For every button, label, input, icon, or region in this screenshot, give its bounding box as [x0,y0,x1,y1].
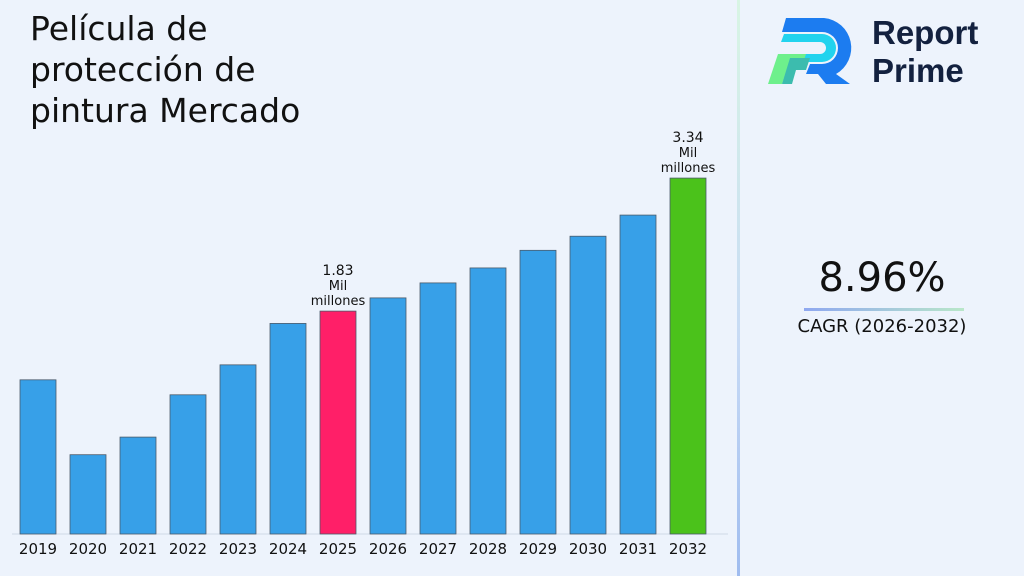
bar-2020 [69,454,107,535]
bar-2022 [169,394,207,535]
x-tick-2032: 2032 [669,540,707,558]
x-tick-2026: 2026 [369,540,407,558]
x-tick-2028: 2028 [469,540,507,558]
bar-2032 [669,177,707,535]
bar-2028 [469,267,507,535]
x-tick-2029: 2029 [519,540,557,558]
x-tick-2019: 2019 [19,540,57,558]
bar-2030 [569,235,607,535]
bar-2027 [419,282,457,535]
data-label-2032: Mil [679,146,697,161]
data-label-2025: Mil [329,279,347,294]
data-label-2025: millones [311,294,366,309]
report-prime-logo-icon [768,18,852,84]
brand-line-2: Prime [872,52,964,89]
x-tick-2022: 2022 [169,540,207,558]
bar-2026 [369,297,407,535]
data-label-2032: millones [661,161,716,176]
bar-2023 [219,364,257,535]
data-label-2032: 3.34 [672,130,703,146]
bar-2024 [269,323,307,535]
bar-2029 [519,249,557,535]
x-tick-2030: 2030 [569,540,607,558]
cagr-label: CAGR (2026-2032) [797,316,967,337]
data-label-2025: 1.83 [322,263,353,279]
bar-chart: 2019 2020 2021 2022 2023 2024 2025 2026 2027 2028… [12,130,728,558]
x-tick-2024: 2024 [269,540,307,558]
x-tick-2023: 2023 [219,540,257,558]
brand-name: Report Prime [872,14,978,90]
cagr-underline [804,308,964,311]
divider [737,0,740,576]
bar-2031 [619,214,657,535]
x-tick-2020: 2020 [69,540,107,558]
bar-2019 [19,379,57,535]
x-tick-2025: 2025 [319,540,357,558]
x-tick-2031: 2031 [619,540,657,558]
brand-line-1: Report [872,14,979,51]
x-tick-2021: 2021 [119,540,157,558]
bar-2021 [119,436,157,535]
cagr-value: 8.96% [818,255,946,301]
bar-2025 [319,310,357,535]
chart-title: Película de protección de pintura Mercad… [30,9,301,130]
x-tick-2027: 2027 [419,540,457,558]
